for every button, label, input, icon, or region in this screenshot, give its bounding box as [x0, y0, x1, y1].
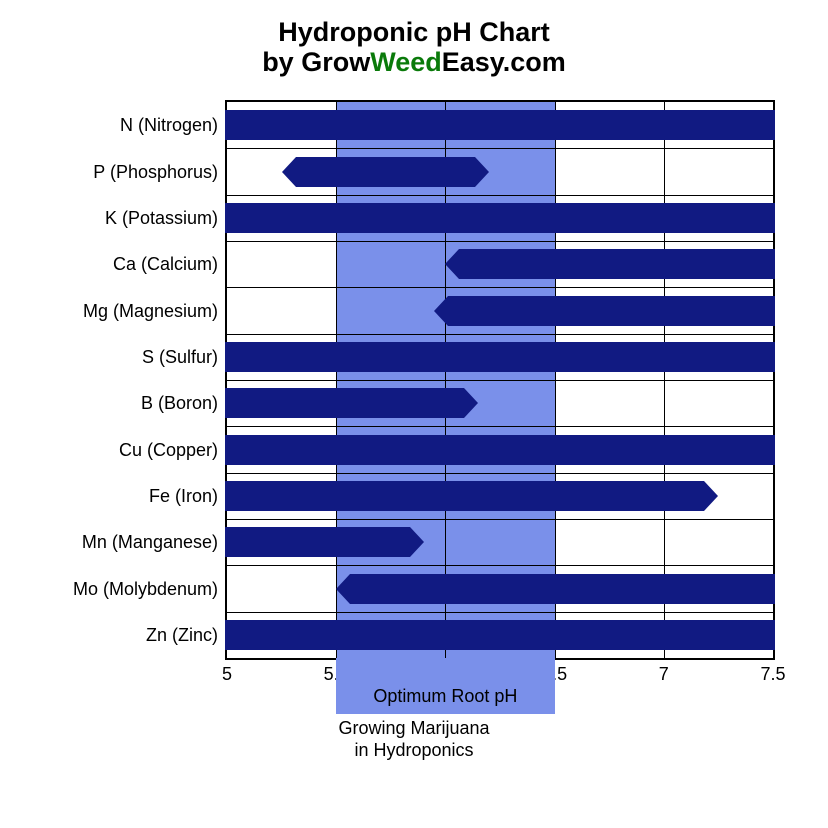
gridline-horizontal [227, 473, 773, 474]
nutrient-bar [225, 388, 464, 418]
nutrient-bar [225, 481, 704, 511]
nutrient-label: Fe (Iron) [18, 486, 218, 507]
bar-arrow-right-icon [410, 527, 424, 557]
bar-arrow-right-icon [475, 157, 489, 187]
nutrient-label: Zn (Zinc) [18, 625, 218, 646]
bar-arrow-left-icon [445, 249, 459, 279]
nutrient-bar [225, 620, 775, 650]
gridline-horizontal [227, 334, 773, 335]
nutrient-label: B (Boron) [18, 393, 218, 414]
nutrient-bar [350, 574, 775, 604]
nutrient-label: Mo (Molybdenum) [18, 579, 218, 600]
optimum-label-text: Optimum Root pH [373, 686, 517, 707]
chart-title: Hydroponic pH Chart by GrowWeedEasy.com [0, 18, 828, 77]
title-suffix: Easy.com [442, 47, 566, 77]
gridline-horizontal [227, 612, 773, 613]
nutrient-bar [448, 296, 775, 326]
nutrient-bar [225, 527, 410, 557]
nutrient-bar [225, 110, 775, 140]
gridline-horizontal [227, 241, 773, 242]
nutrient-label: P (Phosphorus) [18, 162, 218, 183]
gridline-horizontal [227, 287, 773, 288]
bar-arrow-right-icon [464, 388, 478, 418]
nutrient-bar [225, 342, 775, 372]
nutrient-label: N (Nitrogen) [18, 115, 218, 136]
title-accent: Weed [370, 47, 442, 77]
title-line-1: Hydroponic pH Chart [0, 18, 828, 48]
bar-arrow-left-icon [282, 157, 296, 187]
nutrient-bar [459, 249, 775, 279]
gridline-horizontal [227, 148, 773, 149]
nutrient-label: Mn (Manganese) [18, 532, 218, 553]
gridline-horizontal [227, 519, 773, 520]
bar-arrow-left-icon [434, 296, 448, 326]
gridline-horizontal [227, 565, 773, 566]
title-line-2: by GrowWeedEasy.com [0, 48, 828, 78]
bar-arrow-left-icon [336, 574, 350, 604]
nutrient-label: S (Sulfur) [18, 347, 218, 368]
nutrient-bar [225, 203, 775, 233]
nutrient-bar [296, 157, 475, 187]
gridline-horizontal [227, 426, 773, 427]
nutrient-label: Ca (Calcium) [18, 254, 218, 275]
gridline-horizontal [227, 380, 773, 381]
nutrient-bar [225, 435, 775, 465]
title-prefix: by Grow [262, 47, 370, 77]
nutrient-label: Cu (Copper) [18, 440, 218, 461]
x-tick-label: 5 [222, 664, 232, 685]
chart-wrapper: Hydroponic pH Chart by GrowWeedEasy.com … [0, 0, 828, 828]
ph-chart-plot [225, 100, 775, 660]
caption-line-2: in Hydroponics [0, 740, 828, 761]
x-tick-label: 7 [659, 664, 669, 685]
nutrient-label: K (Potassium) [18, 208, 218, 229]
gridline-horizontal [227, 195, 773, 196]
bar-arrow-right-icon [704, 481, 718, 511]
optimum-band-label: Optimum Root pH [336, 658, 554, 714]
caption-line-1: Growing Marijuana [0, 718, 828, 739]
x-tick-label: 7.5 [760, 664, 785, 685]
nutrient-label: Mg (Magnesium) [18, 301, 218, 322]
